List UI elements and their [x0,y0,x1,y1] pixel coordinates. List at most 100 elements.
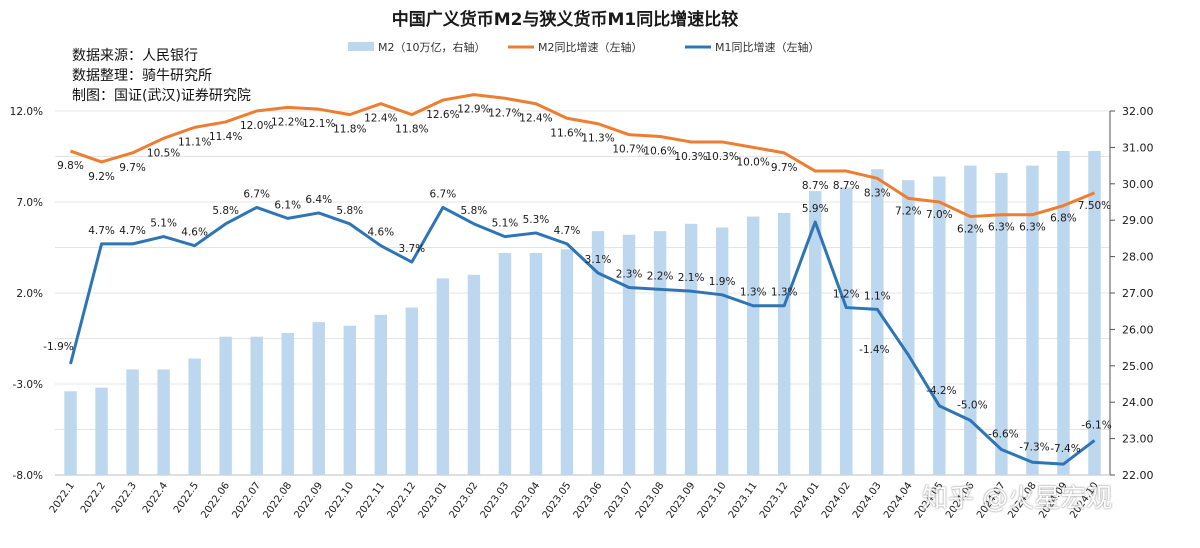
bar-m2 [498,252,512,475]
bar-m2 [436,278,450,475]
bar-m2 [591,231,605,475]
data-label-m1: 2.2% [647,270,674,282]
data-label-m1: 4.7% [119,225,146,237]
source-note: 数据来源：人民银行 [72,48,198,64]
right-axis-tick: 30.00 [1122,178,1154,191]
bar-m2 [684,223,698,475]
bar-m2 [1088,151,1101,476]
legend-label-m1-line: M1同比增速（左轴） [715,40,820,54]
bar-m2 [902,180,915,475]
data-label-m1: -6.1% [1081,419,1111,431]
left-axis-tick: -3.0% [13,379,43,391]
data-label-m2: 12.0% [240,120,273,132]
bar-m2 [95,387,108,475]
bar-m2 [715,227,729,475]
data-label-m2: 11.1% [178,136,211,148]
right-axis-tick: 29.00 [1122,214,1154,227]
data-label-m2: 12.4% [519,113,552,125]
legend: M2（10万亿，右轴） M2同比增速（左轴） M1同比增速（左轴） [348,40,820,54]
bar-m2 [777,212,791,476]
data-label-m1: 6.1% [274,199,301,211]
x-axis-tick: 2022.10 [324,480,357,520]
bar-m2 [653,231,667,475]
bar-m2 [312,322,325,475]
right-axis-tick: 22.00 [1122,469,1154,482]
line-m1-growth [69,205,1096,466]
line-m2-growth [70,93,1096,219]
left-axis-tick: 2.0% [16,288,43,300]
data-label-m2: 11.8% [333,124,366,136]
bar-m2 [250,336,263,475]
data-label-m2: 9.7% [119,162,146,174]
x-axis-tick: 2023.12 [758,480,791,520]
x-axis-tick: 2022.08 [261,480,294,520]
bar-m2 [529,252,543,475]
data-label-m1: 1.3% [771,287,798,299]
data-label-m2: 6.2% [957,224,984,236]
bar-m2 [157,369,170,475]
x-axis-tick: 2022.3 [110,480,139,515]
x-axis-tick: 2023.02 [448,480,481,520]
source-notes: 数据来源：人民银行 数据整理：骑牛研究所 制图：国证(武汉)证券研究院 [72,46,251,106]
data-label-m2: 10.7% [612,144,645,156]
bar-m2 [964,165,977,475]
x-axis-tick: 2023.03 [479,480,512,520]
data-label-m1: -1.4% [859,344,889,356]
bar-m2 [126,369,139,475]
bar-m2 [809,191,822,475]
data-label-m2: 12.6% [426,109,459,121]
data-label-m1: 5.8% [461,205,488,217]
x-axis-tick: 2023.11 [727,480,760,520]
data-label-m2: 12.4% [364,113,397,125]
producer-note: 制图：国证(武汉)证券研究院 [72,88,251,104]
data-label-m1: -6.6% [988,429,1018,441]
bar-m2 [405,307,419,475]
data-label-m1: -1.9% [43,341,73,353]
data-label-m1: 1.3% [740,287,767,299]
legend-swatch-m2-bar [348,42,374,51]
data-label-m2: 10.0% [736,156,769,168]
right-axis-tick: 31.00 [1122,141,1154,154]
data-label-m2: 11.3% [581,133,614,145]
x-axis-tick: 2022.2 [79,480,108,515]
bar-m2 [188,358,201,475]
data-label-m2: 8.7% [833,180,860,192]
data-label-m1: 6.7% [243,188,270,200]
legend-label-m2-bar: M2（10万亿，右轴） [378,40,486,54]
data-label-m1: 4.6% [181,227,208,239]
x-axis-tick: 2022.4 [141,480,170,515]
data-label-m2: 10.5% [147,147,180,159]
bar-m2 [622,234,636,475]
x-axis-tick: 2024.04 [882,480,915,520]
data-label-m2: 9.7% [771,162,798,174]
x-axis-tick: 2024.02 [820,480,853,520]
bar-m2 [467,274,481,475]
data-label-m2: 6.8% [1050,213,1077,225]
data-label-m2: 7.0% [926,209,953,221]
data-label-m2: 10.3% [705,151,738,163]
data-label-m2: 8.3% [864,187,891,199]
data-label-m1: 5.3% [523,214,550,226]
left-axis-tick: 12.0% [10,106,43,118]
data-label-m2: 10.6% [643,145,676,157]
right-axis-tick: 24.00 [1122,396,1154,409]
x-axis-tick: 2023.06 [572,480,605,520]
data-label-m1: 5.1% [150,218,177,230]
bar-m2 [64,391,77,475]
data-label-m1: 4.7% [554,225,581,237]
data-label-m1: -4.2% [926,385,956,397]
right-axis-tick: 28.00 [1122,251,1154,264]
data-label-m1: 3.1% [585,254,612,266]
data-label-m1: 1.9% [709,276,736,288]
left-axis-tick: 7.0% [16,197,43,209]
data-label-m1: 1.2% [833,289,860,301]
bar-m2 [219,336,232,475]
bar-m2 [933,176,946,475]
bar-m2 [871,169,884,476]
data-label-m1: 2.3% [616,269,643,281]
data-label-m1: -7.3% [1019,441,1049,453]
x-axis-tick: 2022.12 [386,480,419,520]
x-axis-tick: 2023.09 [665,480,698,520]
x-axis-tick: 2023.10 [696,480,729,520]
